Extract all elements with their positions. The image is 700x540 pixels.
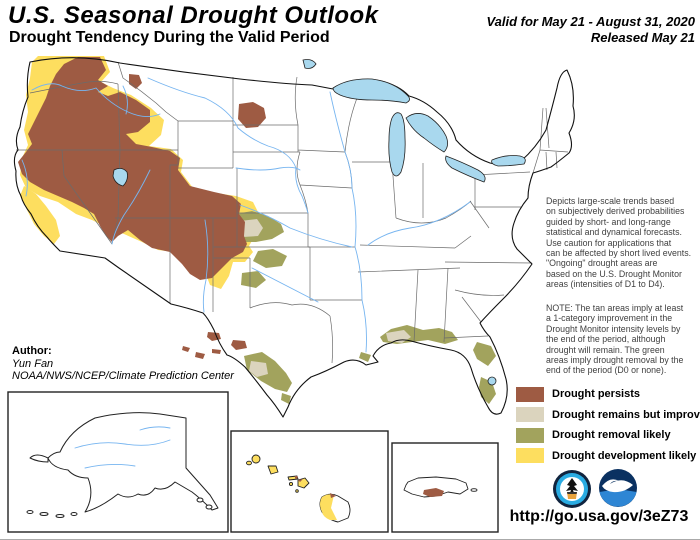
conus-outline — [13, 57, 575, 418]
legend-label: Drought remains but improves — [552, 408, 700, 421]
legend-item-drought-persists: Drought persists — [516, 386, 700, 402]
legend-item-drought-development: Drought development likely — [516, 448, 700, 464]
legend-swatch-improves — [516, 407, 544, 422]
hawaii-inset — [230, 430, 389, 533]
department-of-commerce-seal-icon — [553, 470, 591, 508]
noaa-logo-icon — [599, 469, 637, 507]
author-block: Author: Yun Fan NOAA/NWS/NCEP/Climate Pr… — [12, 345, 234, 383]
puerto-rico-inset — [391, 442, 499, 533]
drought-regions-layer — [18, 56, 496, 404]
state-borders-layer — [16, 61, 569, 364]
legend-label: Drought persists — [552, 388, 641, 400]
outlook-description: Depicts large-scale trends based on subj… — [546, 196, 692, 290]
legend-label: Drought development likely — [552, 449, 697, 462]
legend-swatch-removal — [516, 427, 544, 443]
shortlink-url: http://go.usa.gov/3eZ73 — [509, 508, 689, 525]
outlook-note: NOTE: The tan areas imply at least a 1-c… — [546, 303, 684, 376]
legend-item-drought-removal: Drought removal likely — [516, 427, 700, 443]
released-date-text: Released May 21 — [590, 30, 695, 45]
legend-item-drought-improves: Drought remains but improves — [516, 407, 700, 423]
alaska-inset — [7, 391, 229, 533]
valid-period-block: Valid for May 21 - August 31, 2020 Relea… — [486, 14, 695, 46]
author-label: Author: — [12, 345, 52, 357]
legend-label: Drought removal likely — [552, 429, 671, 441]
great-lakes — [112, 59, 526, 386]
legend-swatch-persists — [516, 386, 544, 402]
map-legend: Drought persists Drought remains but imp… — [516, 386, 700, 468]
page-title: U.S. Seasonal Drought Outlook — [8, 2, 379, 29]
legend-swatch-development — [516, 448, 544, 463]
valid-period-text: Valid for May 21 - August 31, 2020 — [486, 14, 695, 29]
author-name: Yun Fan — [12, 357, 54, 370]
page-subtitle: Drought Tendency During the Valid Period — [9, 29, 330, 46]
author-organization: NOAA/NWS/NCEP/Climate Prediction Center — [12, 370, 234, 382]
rivers-layer — [21, 77, 471, 353]
